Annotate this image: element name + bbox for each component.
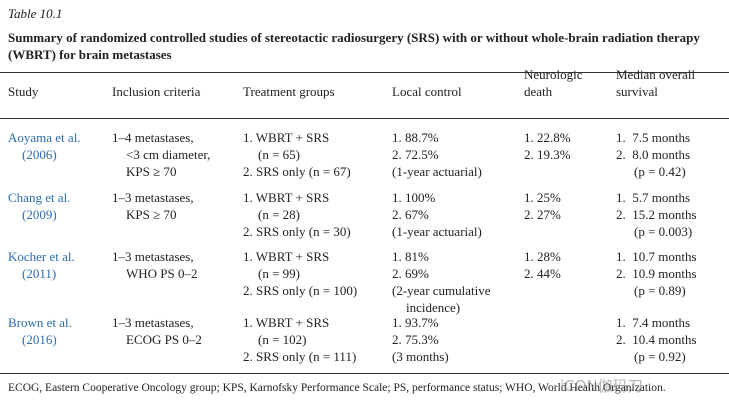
table-cell: (3 months) [392,349,449,364]
table-cell: 1. WBRT + SRS [243,130,330,145]
table-cell: (p = 0.92) [634,349,686,364]
study-cell: (2011) [22,266,57,281]
table-cell: 1–3 metastases, [112,190,194,205]
rule [0,118,729,119]
study-cell: (2006) [22,147,57,162]
study-cell: (2016) [22,332,57,347]
table-cell: ECOG PS 0–2 [126,332,202,347]
table-cell: 2. 10.4 months [616,332,697,347]
table-cell: 2. 44% [524,266,561,281]
study-cell: Kocher et al. [8,249,75,264]
column-header: Treatment groups [243,84,335,99]
table-cell: (1-year actuarial) [392,224,482,239]
table-cell: 1. 25% [524,190,561,205]
column-header: survival [616,84,658,99]
table-cell: 1. 28% [524,249,561,264]
table-cell: 1. 7.5 months [616,130,691,145]
column-header: Study [8,84,39,99]
table-cell: 1. 100% [392,190,436,205]
table-cell: 2. 75.3% [392,332,439,347]
table-cell: 2. 10.9 months [616,266,697,281]
table-title: (WBRT) for brain metastases [8,47,172,62]
column-header: Median overall [616,67,696,82]
table-cell: 2. 27% [524,207,561,222]
study-cell: Chang et al. [8,190,71,205]
table-cell: (p = 0.89) [634,283,686,298]
study-cell: (2009) [22,207,57,222]
table-cell: (n = 28) [258,207,300,222]
table-cell: (n = 102) [258,332,307,347]
table-cell: incidence) [406,300,461,315]
table-cell: (p = 0.003) [634,224,693,239]
table-cell: 1. WBRT + SRS [243,315,330,330]
table-cell: 2. 8.0 months [616,147,691,162]
rule [0,72,729,73]
watermark: iCON伽玛刀 [560,377,643,395]
table-cell: 1. 22.8% [524,130,571,145]
table-cell: (1-year actuarial) [392,164,482,179]
table-cell: 1. 7.4 months [616,315,691,330]
study-cell: Aoyama et al. [8,130,81,145]
table-cell: 2. SRS only (n = 30) [243,224,351,239]
column-header: Local control [392,84,462,99]
table-title: Summary of randomized controlled studies… [8,30,700,45]
table-cell: 2. 67% [392,207,429,222]
column-header: Inclusion criteria [112,84,201,99]
table-cell: KPS ≥ 70 [126,207,177,222]
table-cell: (n = 65) [258,147,300,162]
table-cell: 1–3 metastases, [112,249,194,264]
table-cell: 1–4 metastases, [112,130,194,145]
table-cell: 1–3 metastases, [112,315,194,330]
column-header: Neurologic [524,67,583,82]
table-cell: WHO PS 0–2 [126,266,198,281]
table-cell: (p = 0.42) [634,164,686,179]
rule [0,373,729,374]
table-cell: 1. 5.7 months [616,190,691,205]
table-cell: 2. 19.3% [524,147,571,162]
table-cell: 2. SRS only (n = 100) [243,283,358,298]
table-cell: 2. SRS only (n = 67) [243,164,351,179]
table-cell: 1. WBRT + SRS [243,249,330,264]
table-cell: <3 cm diameter, [126,147,211,162]
table-cell: 2. 69% [392,266,429,281]
table-cell: 1. 88.7% [392,130,439,145]
table-cell: 1. 93.7% [392,315,439,330]
table-label: Table 10.1 [8,6,63,21]
table-cell: 2. 72.5% [392,147,439,162]
table-cell: 2. 15.2 months [616,207,697,222]
footnote: ECOG, Eastern Cooperative Oncology group… [8,382,666,394]
study-cell: Brown et al. [8,315,72,330]
table-cell: 1. 81% [392,249,429,264]
table-cell: 1. 10.7 months [616,249,697,264]
table-cell: KPS ≥ 70 [126,164,177,179]
table-cell: 2. SRS only (n = 111) [243,349,357,364]
table-cell: (2-year cumulative [392,283,491,298]
column-header: death [524,84,553,99]
table-cell: (n = 99) [258,266,300,281]
table-cell: 1. WBRT + SRS [243,190,330,205]
